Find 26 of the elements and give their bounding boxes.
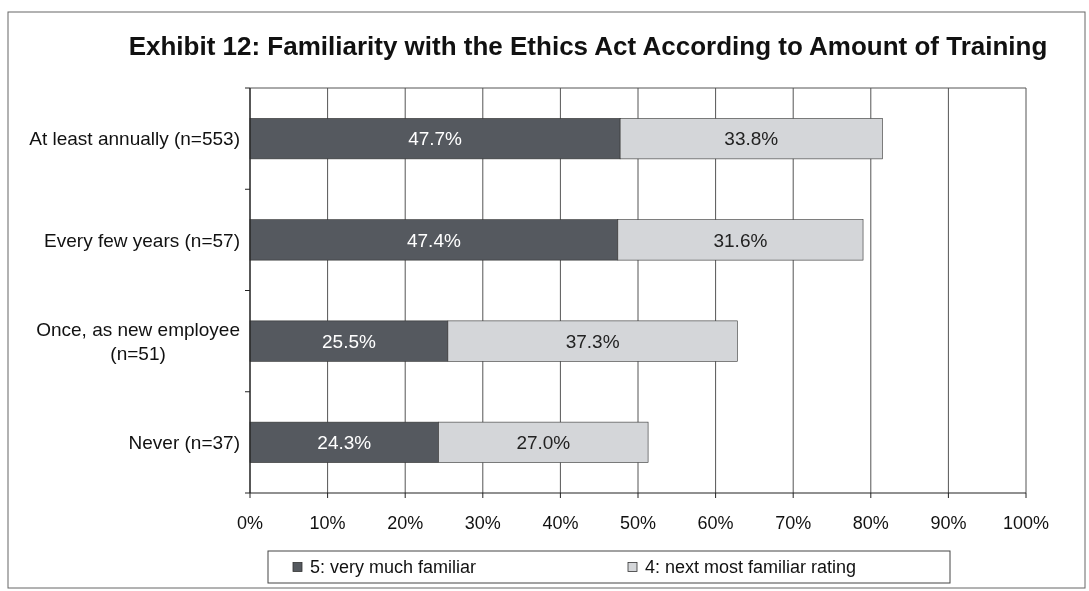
x-tick-label: 100% bbox=[1002, 513, 1050, 534]
x-tick-label: 70% bbox=[775, 513, 812, 534]
x-tick-label: 90% bbox=[930, 513, 967, 534]
x-tick-label: 10% bbox=[309, 513, 346, 534]
data-label: 47.4% bbox=[406, 229, 461, 251]
data-label: 31.6% bbox=[713, 229, 768, 251]
data-label: 47.7% bbox=[408, 128, 463, 150]
x-tick-label: 80% bbox=[852, 513, 889, 534]
data-label: 27.0% bbox=[516, 432, 571, 454]
x-tick-label: 50% bbox=[619, 513, 657, 534]
data-label: 24.3% bbox=[317, 432, 372, 454]
x-tick-label: 20% bbox=[387, 513, 424, 534]
y-tick-label: Once, as new employee (n=51) bbox=[36, 318, 241, 364]
x-tick-label: 60% bbox=[697, 513, 734, 534]
x-tick-label: 40% bbox=[542, 513, 579, 534]
x-tick-label: 0% bbox=[236, 513, 264, 534]
data-label: 25.5% bbox=[322, 330, 376, 352]
data-label: 33.8% bbox=[724, 128, 779, 150]
y-tick-label: Never (n=37) bbox=[128, 432, 240, 454]
y-tick-label: At least annually (n=553) bbox=[29, 128, 240, 150]
legend-label: 5: very much familiar bbox=[310, 557, 477, 578]
chart-title: Exhibit 12: Familiarity with the Ethics Act According to Amount of Training bbox=[128, 31, 1048, 62]
data-label: 37.3% bbox=[565, 330, 620, 352]
y-tick-label: Every few years (n=57) bbox=[44, 229, 240, 251]
legend-label: 4: next most familiar rating bbox=[645, 557, 857, 578]
x-tick-label: 30% bbox=[464, 513, 501, 534]
